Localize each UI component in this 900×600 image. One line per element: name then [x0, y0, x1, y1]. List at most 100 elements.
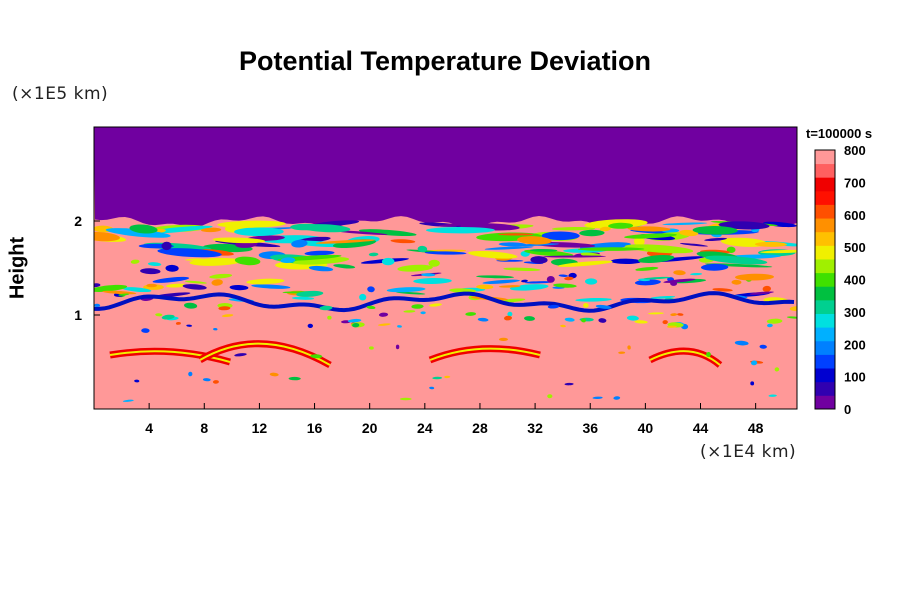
turbulence-streak — [608, 222, 634, 229]
turbulence-streak — [634, 279, 661, 286]
turbulence-streak — [476, 284, 494, 290]
turbulence-streak — [246, 278, 285, 285]
turbulence-streak — [130, 259, 140, 264]
plume-speck — [592, 396, 603, 400]
x-tick-label: 24 — [417, 420, 433, 436]
colorbar-tick-label: 300 — [844, 305, 866, 320]
turbulence-streak — [677, 313, 684, 316]
turbulence-streak — [397, 264, 433, 272]
y-tick-label: 1 — [74, 307, 82, 323]
plume-speck — [499, 337, 508, 342]
x-axis: 4 8 12 16 20 24 28 32 36 40 44 48 — [145, 403, 764, 436]
turbulence-streak — [102, 290, 137, 295]
turbulence-streak — [585, 278, 598, 285]
chart-title: Potential Temperature Deviation — [238, 46, 652, 76]
turbulence-streak — [211, 279, 223, 286]
turbulence-streak — [650, 295, 676, 299]
turbulence-streak — [378, 312, 389, 317]
turbulence-streak — [390, 239, 416, 244]
turbulence-streak — [209, 273, 233, 279]
turbulence-streak — [155, 313, 163, 317]
plume-speck — [560, 324, 566, 328]
turbulence-streak — [333, 264, 356, 269]
field-upper — [94, 127, 797, 239]
x-tick-label: 16 — [307, 420, 323, 436]
turbulence-streak — [413, 277, 452, 285]
turbulence-streak — [94, 284, 128, 292]
turbulence-streak — [280, 257, 296, 264]
plume-speck — [429, 386, 435, 390]
turbulence-streak — [679, 243, 708, 247]
plume-speck — [397, 325, 402, 328]
turbulence-streak — [308, 265, 334, 272]
turbulence-streak — [670, 313, 678, 317]
turbulence-streak — [577, 247, 645, 251]
turbulence-streak — [417, 245, 428, 253]
turbulence-streak — [763, 221, 797, 228]
turbulence-streak — [542, 255, 606, 258]
colorbar-segment — [815, 368, 835, 383]
turbulence-streak — [524, 281, 554, 284]
plume-speck — [767, 323, 773, 328]
turbulence-streak — [184, 280, 207, 284]
turbulence-streak — [583, 302, 589, 308]
turbulence-streak — [381, 257, 395, 266]
colorbar-segment — [815, 163, 835, 178]
colorbar-segment — [815, 190, 835, 205]
turbulence-streak — [377, 323, 391, 326]
turbulence-streak — [575, 297, 612, 302]
turbulence-streak — [497, 233, 534, 236]
y-axis-unit: (×1E5 km) — [12, 84, 109, 104]
plume-speck — [759, 344, 767, 349]
x-tick-label: 4 — [145, 420, 153, 436]
plume-speck — [234, 353, 247, 357]
plume-speck — [310, 354, 323, 359]
turbulence-streak — [307, 323, 313, 329]
plume-speck — [288, 376, 301, 381]
colorbar-segment — [815, 204, 835, 219]
turbulence-streak — [217, 220, 286, 228]
turbulence-streak — [498, 285, 521, 288]
plume-speck — [774, 367, 780, 372]
plume-speck — [399, 397, 412, 401]
turbulence-streak — [673, 270, 686, 276]
turbulence-streak — [157, 248, 222, 258]
turbulence-streak — [624, 244, 694, 254]
turbulence-streak — [484, 246, 534, 250]
plume-speck — [269, 372, 279, 377]
turbulence-streak — [468, 250, 518, 259]
turbulence-streak — [438, 222, 480, 227]
turbulence-streak — [498, 242, 527, 247]
turbulence-streak — [396, 291, 426, 295]
turbulence-streak — [185, 258, 204, 261]
x-tick-label: 32 — [527, 420, 543, 436]
colorbar-segment — [815, 245, 835, 260]
turbulence-streak — [754, 241, 787, 247]
turbulence-streak — [352, 322, 360, 328]
plume-speck — [212, 380, 219, 384]
y-axis: 12 — [74, 213, 100, 323]
turbulence-streak — [735, 273, 774, 281]
turbulence-streak — [300, 224, 351, 233]
turbulence-streak — [579, 229, 605, 237]
turbulence-streak — [726, 246, 736, 254]
turbulence-streak — [251, 284, 291, 289]
plume-speck — [581, 318, 586, 323]
colorbar-tick-label: 100 — [844, 370, 866, 385]
turbulence-streak — [182, 284, 207, 290]
turbulence-streak — [692, 225, 738, 235]
turbulence-streak — [424, 251, 467, 255]
plume-speck — [768, 394, 777, 397]
turbulence-streak — [546, 275, 555, 283]
turbulence-streak — [218, 306, 231, 311]
turbulence-streak — [529, 248, 558, 252]
x-tick-label: 36 — [582, 420, 598, 436]
turbulence-streak — [648, 312, 664, 315]
turbulence-streak — [718, 221, 770, 230]
turbulence-streak — [147, 262, 162, 267]
plume-speck — [188, 371, 193, 377]
colorbar-tick-label: 500 — [844, 240, 866, 255]
colorbar-tick-label: 700 — [844, 175, 866, 190]
x-tick-label: 40 — [638, 420, 654, 436]
turbulence-streak — [564, 317, 575, 322]
